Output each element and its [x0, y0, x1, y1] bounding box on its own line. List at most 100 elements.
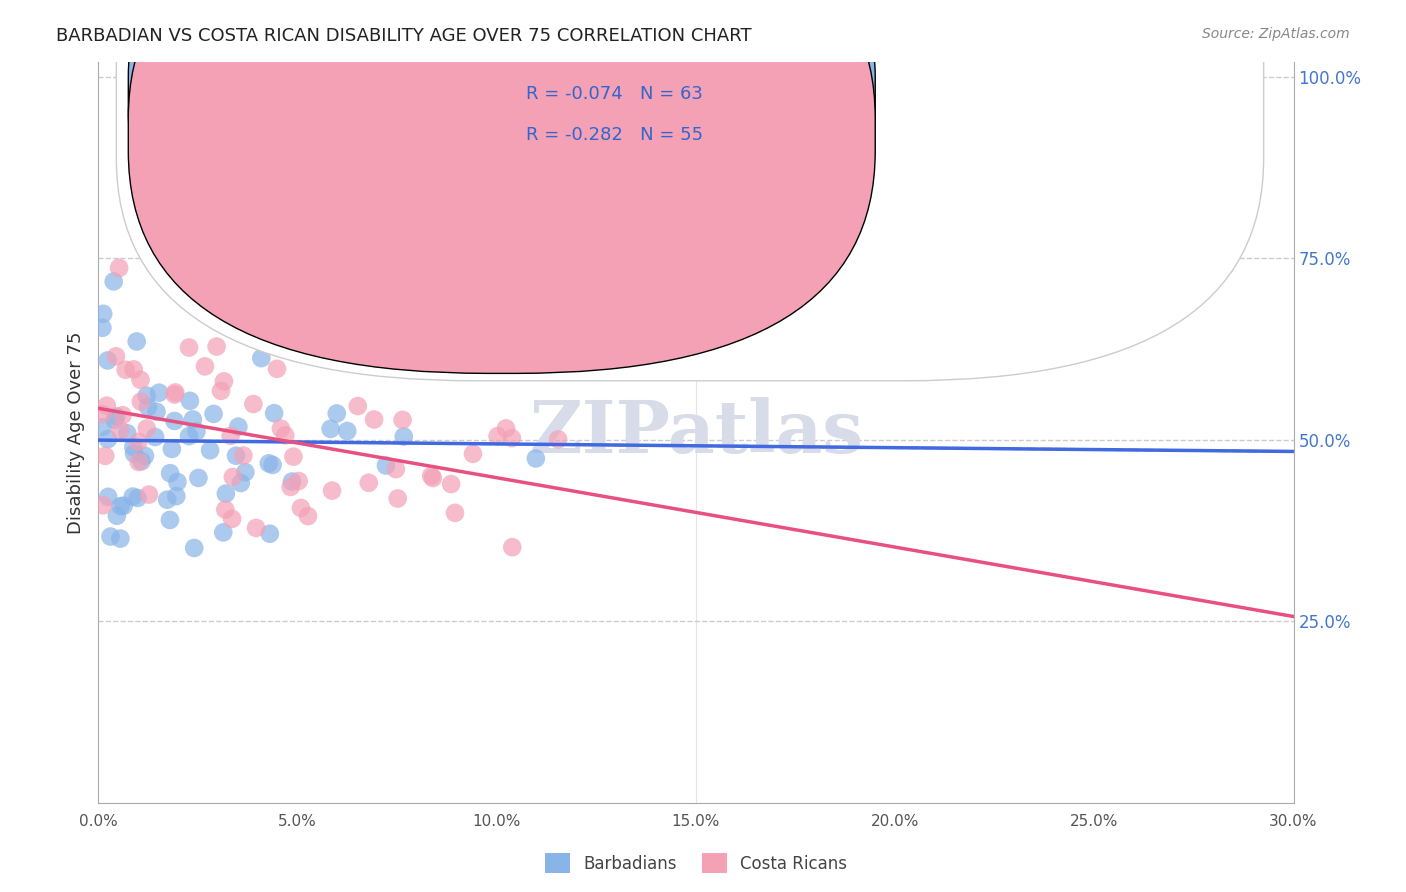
Costa Ricans: [297, 509, 319, 524]
Costa Ricans: [422, 471, 444, 485]
Barbadians: [112, 499, 135, 513]
Barbadians: [229, 475, 252, 490]
Costa Ricans: [391, 413, 413, 427]
Costa Ricans: [321, 483, 343, 498]
Text: R = -0.074   N = 63: R = -0.074 N = 63: [526, 86, 703, 103]
Barbadians: [302, 344, 325, 359]
Barbadians: [121, 490, 143, 504]
Barbadians: [103, 275, 125, 289]
Costa Ricans: [163, 387, 186, 401]
Costa Ricans: [232, 449, 254, 463]
Barbadians: [117, 426, 139, 441]
Costa Ricans: [177, 341, 200, 355]
Barbadians: [198, 443, 221, 458]
Text: BARBADIAN VS COSTA RICAN DISABILITY AGE OVER 75 CORRELATION CHART: BARBADIAN VS COSTA RICAN DISABILITY AGE …: [56, 27, 752, 45]
Barbadians: [257, 456, 280, 470]
Costa Ricans: [91, 407, 114, 421]
Costa Ricans: [274, 428, 297, 442]
FancyBboxPatch shape: [117, 0, 1264, 381]
Costa Ricans: [94, 449, 117, 463]
Costa Ricans: [96, 399, 118, 413]
Barbadians: [215, 486, 238, 500]
Barbadians: [104, 413, 127, 427]
Barbadians: [228, 419, 250, 434]
Barbadians: [159, 466, 181, 480]
Barbadians: [131, 454, 153, 468]
Costa Ricans: [461, 447, 484, 461]
Costa Ricans: [219, 429, 242, 443]
Costa Ricans: [135, 421, 157, 435]
Costa Ricans: [287, 474, 309, 488]
Barbadians: [187, 471, 209, 485]
Barbadians: [259, 526, 281, 541]
Barbadians: [110, 532, 132, 546]
Barbadians: [166, 475, 188, 489]
Barbadians: [105, 409, 128, 424]
Costa Ricans: [444, 506, 467, 520]
Barbadians: [326, 407, 349, 421]
Costa Ricans: [363, 412, 385, 426]
Costa Ricans: [209, 384, 232, 398]
Barbadians: [183, 541, 205, 555]
Barbadians: [177, 429, 200, 443]
Barbadians: [160, 442, 183, 456]
Costa Ricans: [122, 362, 145, 376]
Costa Ricans: [128, 455, 150, 469]
Barbadians: [125, 334, 148, 349]
Costa Ricans: [346, 399, 368, 413]
Barbadians: [250, 351, 273, 366]
Barbadians: [163, 414, 186, 428]
Costa Ricans: [105, 349, 128, 363]
Barbadians: [179, 393, 201, 408]
Costa Ricans: [266, 361, 288, 376]
Barbadians: [148, 385, 170, 400]
Barbadians: [375, 458, 398, 473]
Costa Ricans: [108, 260, 131, 275]
Costa Ricans: [138, 487, 160, 501]
Costa Ricans: [357, 475, 380, 490]
Barbadians: [319, 422, 342, 436]
Barbadians: [127, 491, 149, 505]
Costa Ricans: [222, 470, 245, 484]
Costa Ricans: [214, 502, 236, 516]
FancyBboxPatch shape: [128, 0, 876, 374]
Costa Ricans: [283, 450, 305, 464]
Barbadians: [97, 432, 120, 446]
Costa Ricans: [486, 429, 509, 443]
Barbadians: [145, 405, 167, 419]
Barbadians: [91, 420, 114, 434]
Barbadians: [181, 412, 204, 426]
Text: Source: ZipAtlas.com: Source: ZipAtlas.com: [1202, 27, 1350, 41]
Costa Ricans: [420, 469, 443, 483]
Barbadians: [281, 475, 304, 489]
Barbadians: [225, 449, 247, 463]
Costa Ricans: [165, 385, 187, 400]
Barbadians: [100, 530, 122, 544]
Barbadians: [105, 508, 128, 523]
Barbadians: [392, 429, 415, 443]
Costa Ricans: [129, 373, 152, 387]
Barbadians: [524, 451, 547, 466]
Barbadians: [165, 489, 187, 503]
Costa Ricans: [221, 512, 243, 526]
Barbadians: [262, 458, 284, 472]
Barbadians: [254, 292, 277, 306]
Barbadians: [110, 499, 132, 513]
Barbadians: [156, 492, 179, 507]
Costa Ricans: [290, 500, 312, 515]
Costa Ricans: [91, 499, 114, 513]
Costa Ricans: [111, 408, 134, 422]
Costa Ricans: [387, 491, 409, 506]
Barbadians: [235, 465, 257, 479]
Costa Ricans: [280, 480, 302, 494]
Barbadians: [263, 406, 285, 420]
Barbadians: [97, 490, 120, 504]
Barbadians: [134, 449, 156, 463]
Barbadians: [159, 513, 181, 527]
Costa Ricans: [547, 433, 569, 447]
Costa Ricans: [385, 462, 408, 476]
Costa Ricans: [501, 540, 523, 554]
Y-axis label: Disability Age Over 75: Disability Age Over 75: [66, 331, 84, 534]
Costa Ricans: [114, 362, 136, 376]
Barbadians: [91, 320, 114, 334]
